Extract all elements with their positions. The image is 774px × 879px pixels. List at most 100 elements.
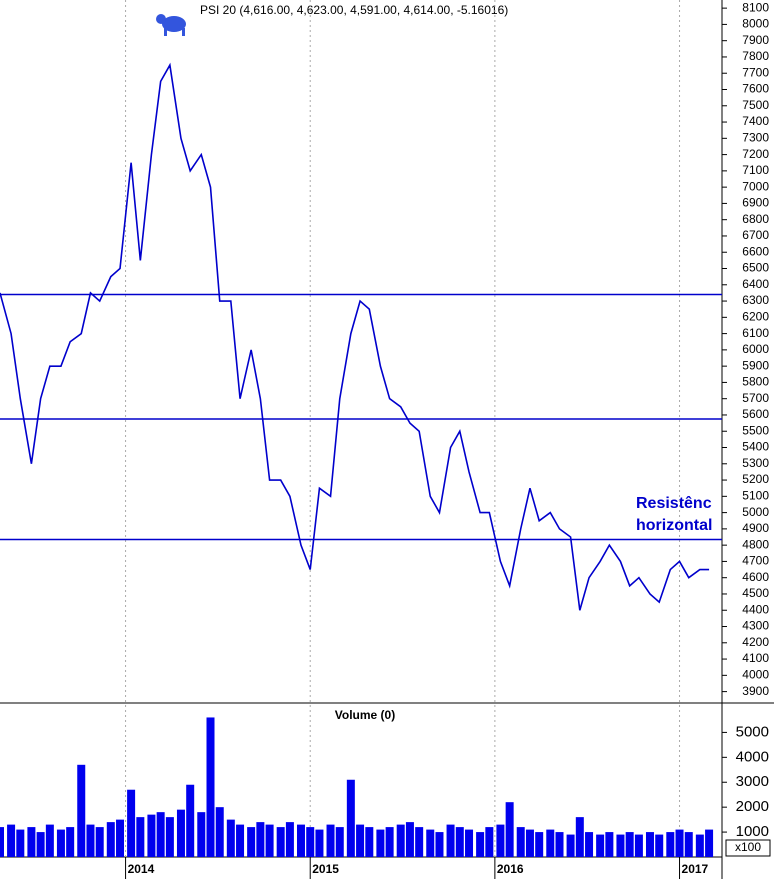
volume-bar <box>546 829 555 857</box>
volume-bar <box>605 832 614 857</box>
y-tick-label: 7300 <box>742 130 769 144</box>
volume-bar <box>156 812 165 857</box>
volume-bar <box>535 832 544 857</box>
y-tick-label: 4700 <box>742 554 769 568</box>
volume-bar <box>566 834 575 857</box>
y-tick-label: 8000 <box>742 17 769 31</box>
y-tick-label: 5700 <box>742 391 769 405</box>
y-tick-label: 6000 <box>742 342 769 356</box>
volume-bar <box>285 822 294 857</box>
volume-bar <box>516 827 525 857</box>
y-tick-label: 4100 <box>742 651 769 665</box>
volume-bar <box>106 822 115 857</box>
volume-bar <box>147 814 156 857</box>
y-tick-label: 1000 <box>736 823 769 840</box>
volume-bar <box>36 832 45 857</box>
volume-bar <box>634 834 643 857</box>
volume-bar <box>426 829 435 857</box>
volume-bar <box>446 824 455 857</box>
price-line <box>0 62 710 611</box>
volume-title: Volume (0) <box>335 708 395 722</box>
y-tick-label: 7100 <box>742 163 769 177</box>
annotation: Resistênc <box>636 495 712 512</box>
y-tick-label: 5100 <box>742 489 769 503</box>
y-tick-label: 3000 <box>736 773 769 790</box>
y-tick-label: 5500 <box>742 423 769 437</box>
volume-bar <box>405 822 414 857</box>
volume-bar <box>376 829 385 857</box>
volume-bar <box>705 829 714 857</box>
volume-bar <box>16 829 25 857</box>
y-tick-label: 5400 <box>742 440 769 454</box>
y-tick-label: 6900 <box>742 196 769 210</box>
y-tick-label: 4800 <box>742 537 769 551</box>
volume-bar <box>256 822 265 857</box>
y-tick-label: 7200 <box>742 147 769 161</box>
y-tick-label: 5900 <box>742 358 769 372</box>
y-tick-label: 7000 <box>742 179 769 193</box>
volume-bar <box>616 834 625 857</box>
volume-bar <box>525 829 534 857</box>
volume-bar <box>485 827 494 857</box>
y-tick-label: 6700 <box>742 228 769 242</box>
y-tick-label: 8100 <box>742 0 769 14</box>
y-tick-label: 2000 <box>736 798 769 815</box>
volume-bar <box>555 832 564 857</box>
y-tick-label: 4000 <box>742 668 769 682</box>
y-tick-label: 6600 <box>742 244 769 258</box>
annotation: horizontal <box>636 517 712 534</box>
y-tick-label: 6100 <box>742 326 769 340</box>
volume-bar <box>45 824 54 857</box>
volume-bar <box>0 827 4 857</box>
volume-bar <box>197 812 206 857</box>
volume-bar <box>265 824 274 857</box>
y-tick-label: 7600 <box>742 82 769 96</box>
y-tick-label: 6800 <box>742 212 769 226</box>
volume-bar <box>186 784 195 857</box>
volume-bar <box>165 817 174 857</box>
y-tick-label: 4500 <box>742 586 769 600</box>
y-tick-label: 4600 <box>742 570 769 584</box>
volume-bar <box>247 827 256 857</box>
volume-bar <box>505 802 514 857</box>
volume-bar <box>396 824 405 857</box>
volume-bar <box>575 817 584 857</box>
y-tick-label: 7700 <box>742 65 769 79</box>
volume-bar <box>7 824 16 857</box>
volume-bar <box>476 832 485 857</box>
volume-bar <box>356 824 365 857</box>
y-tick-label: 6200 <box>742 309 769 323</box>
volume-bar <box>465 829 474 857</box>
y-tick-label: 7400 <box>742 114 769 128</box>
volume-bar <box>655 834 664 857</box>
volume-bar <box>66 827 75 857</box>
y-tick-label: 4400 <box>742 602 769 616</box>
volume-bar <box>56 829 65 857</box>
y-tick-label: 4200 <box>742 635 769 649</box>
volume-bar <box>415 827 424 857</box>
volume-bar <box>116 819 125 857</box>
volume-bar <box>385 827 394 857</box>
y-tick-label: 4900 <box>742 521 769 535</box>
y-tick-label: 5000 <box>736 723 769 740</box>
volume-bar <box>346 779 355 857</box>
volume-bar <box>496 824 505 857</box>
volume-bar <box>27 827 36 857</box>
chart-title: PSI 20 (4,616.00, 4,623.00, 4,591.00, 4,… <box>200 3 508 17</box>
volume-bar <box>306 827 315 857</box>
volume-bar <box>335 827 344 857</box>
volume-bar <box>695 834 704 857</box>
volume-bar <box>666 832 675 857</box>
volume-bar <box>326 824 335 857</box>
volume-bar <box>276 827 285 857</box>
volume-bar <box>236 824 245 857</box>
volume-bar <box>226 819 235 857</box>
y-tick-label: 4300 <box>742 619 769 633</box>
volume-bar <box>625 832 634 857</box>
volume-bar <box>684 832 693 857</box>
unit-label: x100 <box>735 840 761 854</box>
volume-bar <box>215 807 224 857</box>
y-tick-label: 5300 <box>742 456 769 470</box>
